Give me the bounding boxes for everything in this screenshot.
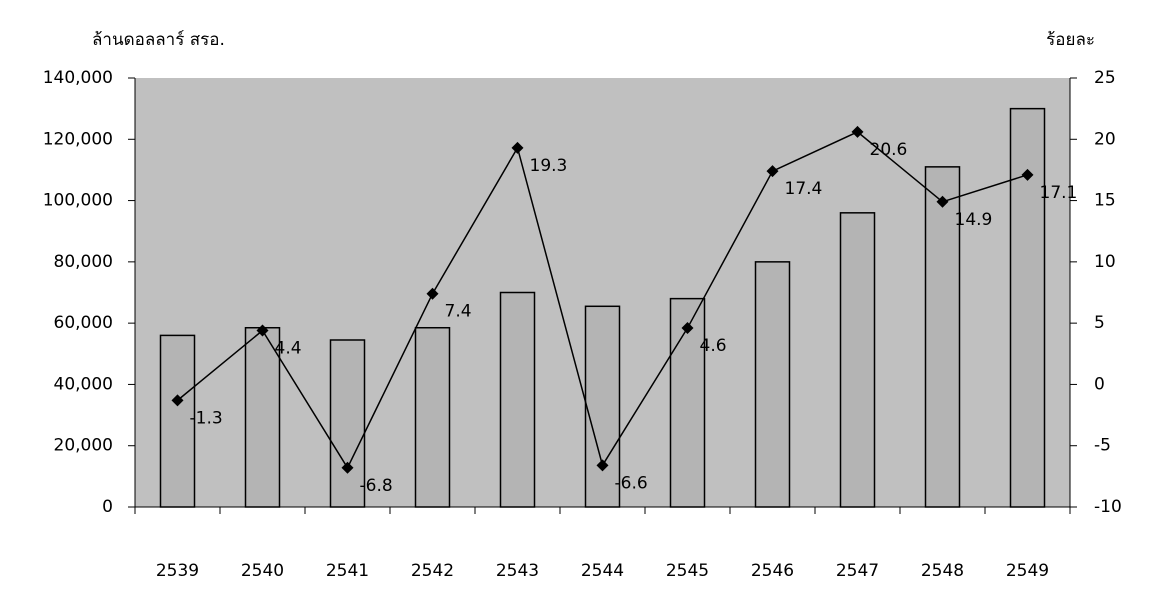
y-tick-label: 0	[102, 497, 113, 517]
line-marker	[511, 141, 524, 154]
data-label: 20.6	[870, 140, 908, 160]
data-label: -6.8	[360, 476, 393, 496]
x-tick-label: 2549	[1006, 561, 1049, 581]
data-label: -1.3	[190, 408, 223, 428]
y2-tick-label: 15	[1094, 191, 1116, 211]
y2-tick-label: 5	[1094, 313, 1105, 333]
line-marker	[766, 165, 779, 178]
data-label: 4.4	[275, 338, 302, 358]
y2-axis-title: ร้อยละ	[1046, 30, 1095, 50]
bar	[839, 212, 876, 508]
y2-tick-label: 0	[1094, 374, 1105, 394]
x-tick-label: 2539	[156, 561, 199, 581]
x-tick-label: 2545	[666, 561, 709, 581]
bar	[159, 334, 196, 508]
line-marker	[171, 394, 184, 407]
data-label: 4.6	[700, 336, 727, 356]
y-tick-label: 80,000	[54, 252, 113, 272]
x-tick-label: 2541	[326, 561, 369, 581]
line-marker	[596, 459, 609, 472]
bar	[754, 261, 791, 508]
data-label: 14.9	[955, 210, 993, 230]
y2-tick-label: -5	[1094, 436, 1111, 456]
y-tick-label: 20,000	[54, 436, 113, 456]
y-tick-label: 60,000	[54, 313, 113, 333]
y-tick-label: 140,000	[43, 68, 113, 88]
x-tick-label: 2542	[411, 561, 454, 581]
y2-tick-label: -10	[1094, 497, 1122, 517]
line-marker	[256, 324, 269, 337]
data-label: 17.4	[785, 179, 823, 199]
bar	[244, 326, 281, 508]
x-tick-label: 2540	[241, 561, 284, 581]
line-marker	[681, 322, 694, 335]
x-tick-label: 2544	[581, 561, 624, 581]
data-label: 19.3	[530, 156, 568, 176]
x-tick-label: 2548	[921, 561, 964, 581]
y2-tick-label: 10	[1094, 252, 1116, 272]
line-marker	[341, 461, 354, 474]
y2-tick-label: 25	[1094, 68, 1116, 88]
line-marker	[851, 125, 864, 138]
x-tick-label: 2547	[836, 561, 879, 581]
bar	[499, 291, 536, 508]
data-label: -6.6	[615, 473, 648, 493]
line-marker	[1021, 168, 1034, 181]
bar	[1009, 107, 1046, 508]
bar	[414, 326, 451, 508]
bar	[329, 339, 366, 508]
line-marker	[426, 287, 439, 300]
y-tick-label: 100,000	[43, 191, 113, 211]
line-marker	[936, 195, 949, 208]
bar	[924, 166, 961, 508]
data-label: 17.1	[1040, 183, 1078, 203]
x-tick-label: 2543	[496, 561, 539, 581]
data-label: 7.4	[445, 302, 472, 322]
y-axis-title: ล้านดอลลาร์ สรอ.	[92, 30, 225, 50]
y2-tick-label: 20	[1094, 129, 1116, 149]
y-tick-label: 40,000	[54, 374, 113, 394]
x-tick-label: 2546	[751, 561, 794, 581]
y-tick-label: 120,000	[43, 129, 113, 149]
bar	[584, 305, 621, 508]
